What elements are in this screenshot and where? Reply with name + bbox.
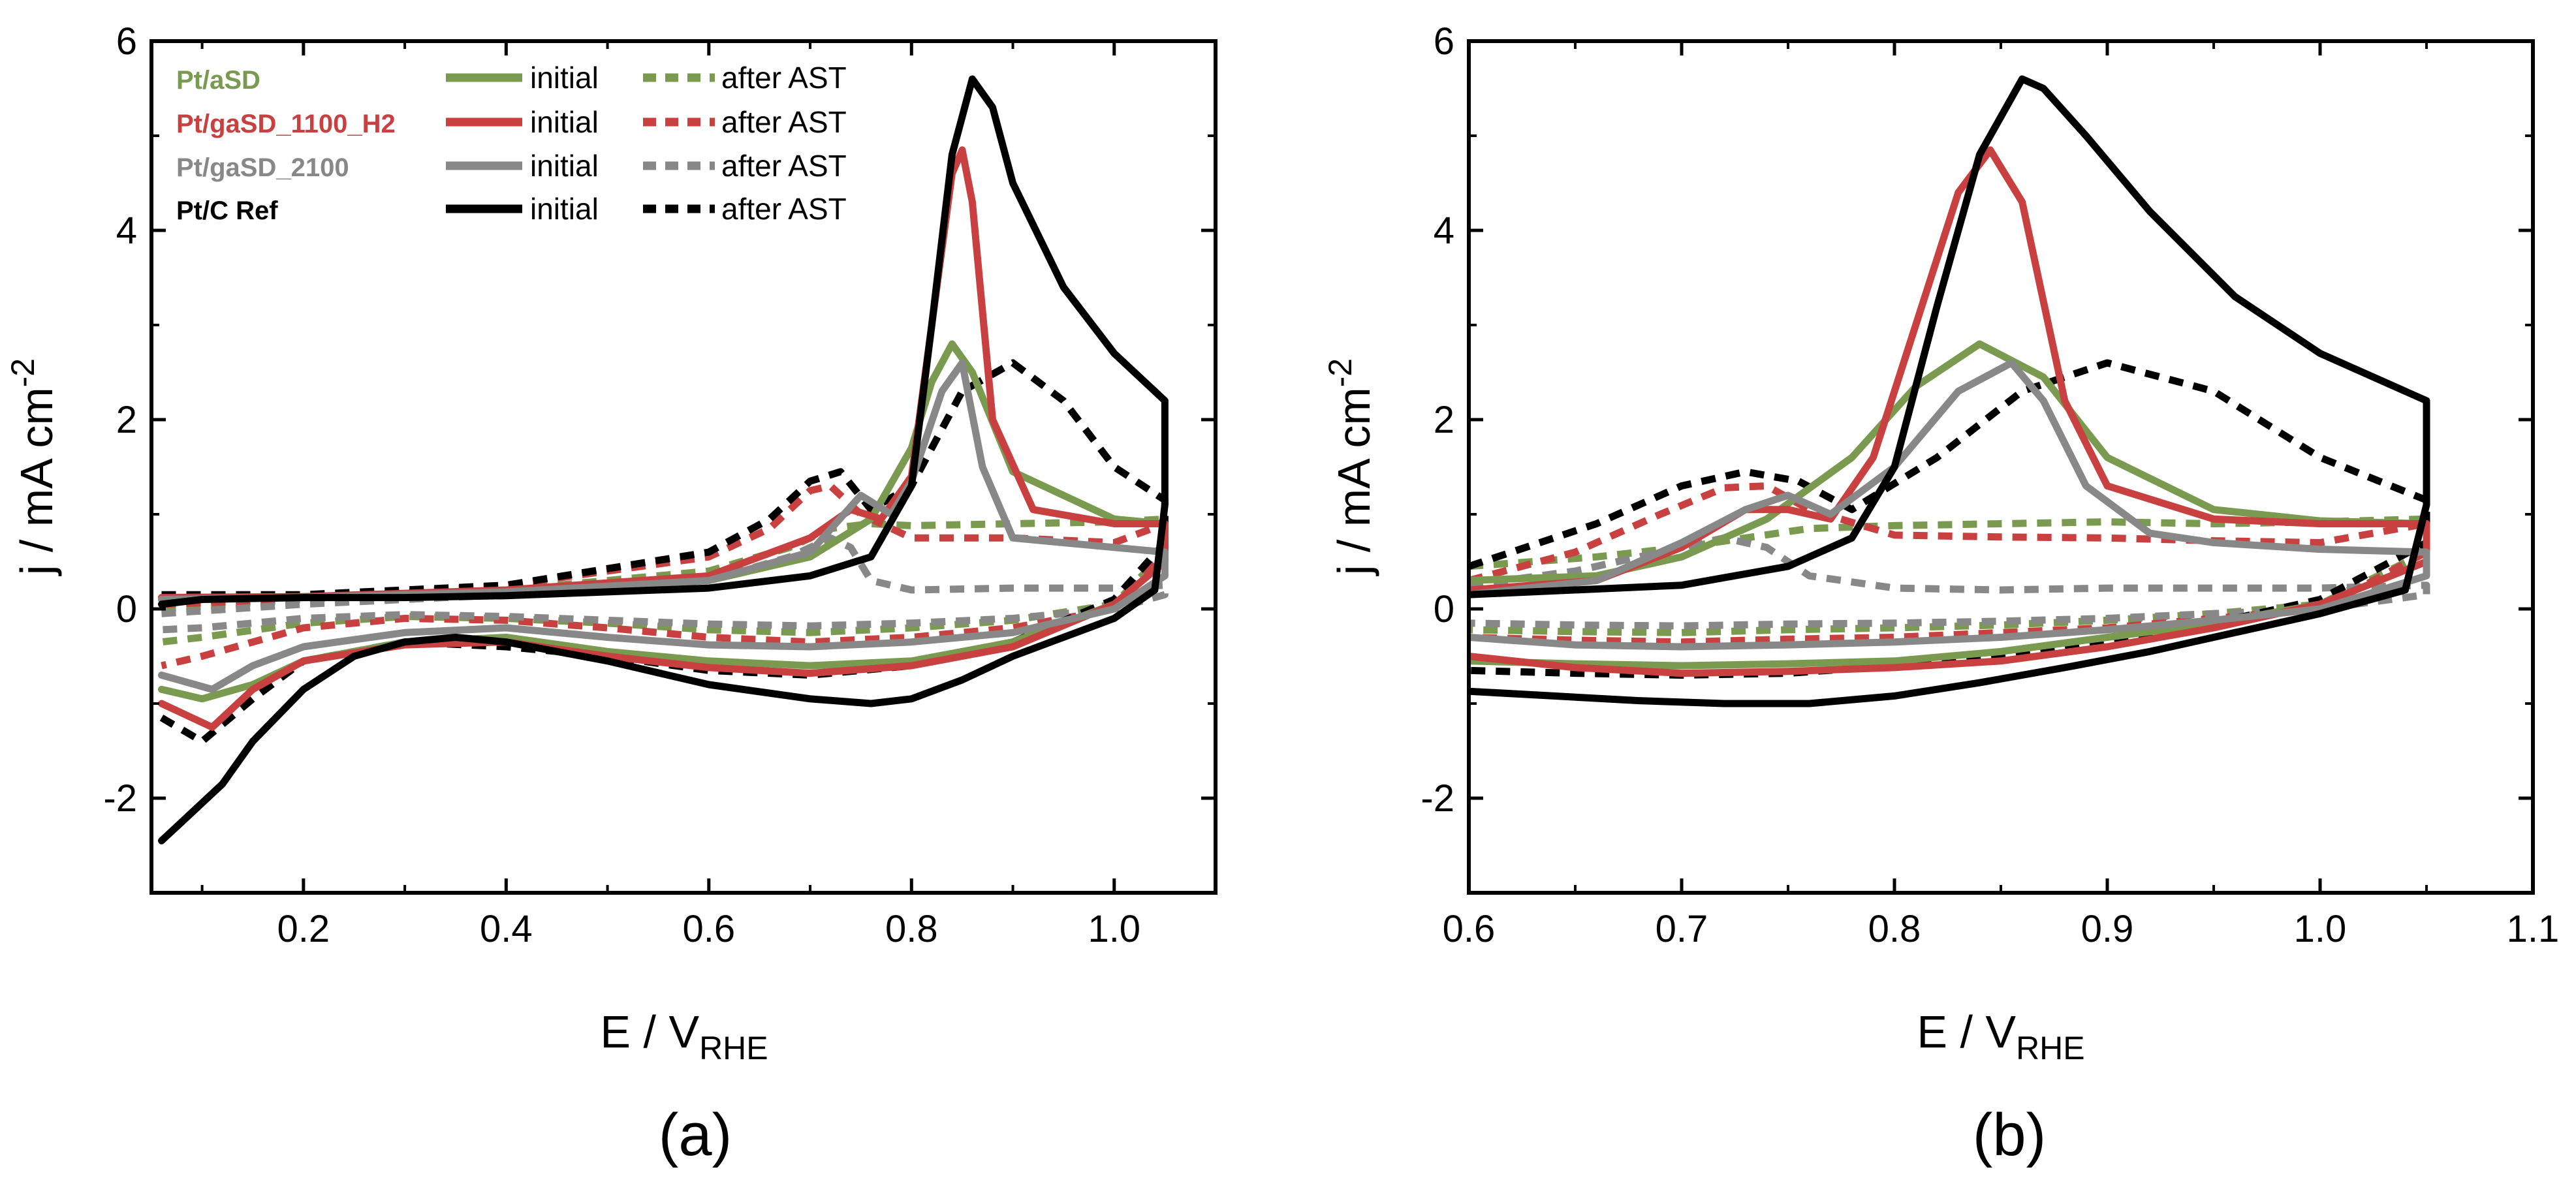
panel-b-x-tick-label: 0.6 [1443,908,1496,950]
panel-a-series-pt-gasd-2100-initial-line [158,359,1169,693]
panel-a-series-pt-gasd-2100-after-ast-line [161,534,1169,634]
panel-a-series-layer [158,75,1169,845]
panel-a-ticks-layer: 0.2 0.4 0.6 0.8 1.0 -2 0 2 4 6 [103,20,1217,950]
panel-a-panel-label: (a) [659,1102,732,1168]
legend-series-name: Pt/gaSD_2100 [176,153,349,182]
panel-a-series-pt-gasd-1100-h2-after-ast-line [161,482,1169,670]
panel-b-y-tick-label: -2 [1421,777,1454,820]
panel-b-x-tick-label: 1.1 [2507,908,2560,950]
panel-a-x-tick-label: 0.6 [682,908,735,950]
legend-dashed-label: after AST [721,61,847,95]
panel-a-x-axis-label: E / VRHE [600,1006,768,1066]
panel-a-x-tick-label: 0.8 [885,908,938,950]
legend-dashed-label: after AST [721,105,847,139]
panel-a-y-tick-label: 0 [116,588,137,630]
legend-entry-pt-gasd-2100: Pt/gaSD_2100 initial after AST [176,149,847,183]
panel-a-chart: 0.2 0.4 0.6 0.8 1.0 -2 0 2 4 6 E / VRHE j / mA cm… [5,20,1217,1168]
legend-solid-label: initial [530,61,599,95]
panel-b-y-tick-label: 4 [1434,209,1454,252]
legend-entry-pt-c-ref: Pt/C Ref initial after AST [176,192,847,226]
panel-a-plot-frame [149,39,1217,895]
panel-a-x-tick-label: 1.0 [1088,908,1140,950]
panel-a-y-tick-label: 2 [116,399,137,441]
panel-a-y-tick-label: 6 [116,20,137,63]
panel-b-series-pt-asd-after-ast-line [1469,515,2430,636]
legend-series-name: Pt/C Ref [176,196,278,225]
panel-b-x-tick-label: 1.0 [2294,908,2347,950]
panel-a-y-axis-label: j / mA cm-2 [5,358,62,576]
panel-b-x-tick-label: 0.8 [1868,908,1921,950]
panel-b-series-pt-gasd-1100-h2-after-ast-line [1469,482,2430,646]
panel-b-series-layer [1469,75,2430,707]
panel-b-series-pt-asd-initial-line [1469,340,2430,670]
legend-dashed-label: after AST [721,192,847,226]
panel-a-y-tick-label: -2 [103,777,137,820]
panel-b-series-pt-gasd-1100-h2-initial-line [1469,146,2430,677]
panel-b-ticks-layer: 0.6 0.7 0.8 0.9 1.0 1.1 -2 0 2 4 6 [1421,20,2559,950]
panel-b-series-pt-gasd-2100-initial-line [1469,359,2430,651]
panel-a-series-pt-c-ref-initial-line [158,75,1169,845]
panel-b-x-axis-label: E / VRHE [1917,1006,2084,1066]
legend-solid-label: initial [530,149,599,183]
legend-entry-pt-gasd-1100-h2: Pt/gaSD_1100_H2 initial after AST [176,105,847,139]
panel-a-x-tick-label: 0.2 [277,908,330,950]
panel-a-x-tick-label: 0.4 [480,908,533,950]
legend-solid-label: initial [530,192,599,226]
panel-b-series-pt-c-ref-initial-line [1469,75,2430,707]
panel-b-y-tick-label: 0 [1434,588,1454,630]
panel-b-y-axis-label: j / mA cm-2 [1322,358,1379,576]
panel-b-chart: 0.6 0.7 0.8 0.9 1.0 1.1 -2 0 2 4 6 E / VRHE j / mA… [1322,20,2559,1168]
legend-solid-label: initial [530,105,599,139]
panel-b-y-tick-label: 2 [1434,399,1454,441]
panel-b-y-tick-label: 6 [1434,20,1454,63]
legend-dashed-label: after AST [721,149,847,183]
legend-entry-pt-asd: Pt/aSD initial after AST [176,61,847,95]
legend-series-name: Pt/aSD [176,66,260,95]
panel-b-series-pt-c-ref-after-ast-line [1469,359,2430,679]
legend: Pt/aSD initial after AST Pt/gaSD_1100_H2… [176,61,847,226]
panel-b-x-tick-label: 0.7 [1656,908,1708,950]
panel-b-panel-label: (b) [1973,1102,2046,1168]
panel-a-y-tick-label: 4 [116,209,137,252]
panel-b-x-tick-label: 0.9 [2081,908,2134,950]
legend-series-name: Pt/gaSD_1100_H2 [176,110,396,138]
